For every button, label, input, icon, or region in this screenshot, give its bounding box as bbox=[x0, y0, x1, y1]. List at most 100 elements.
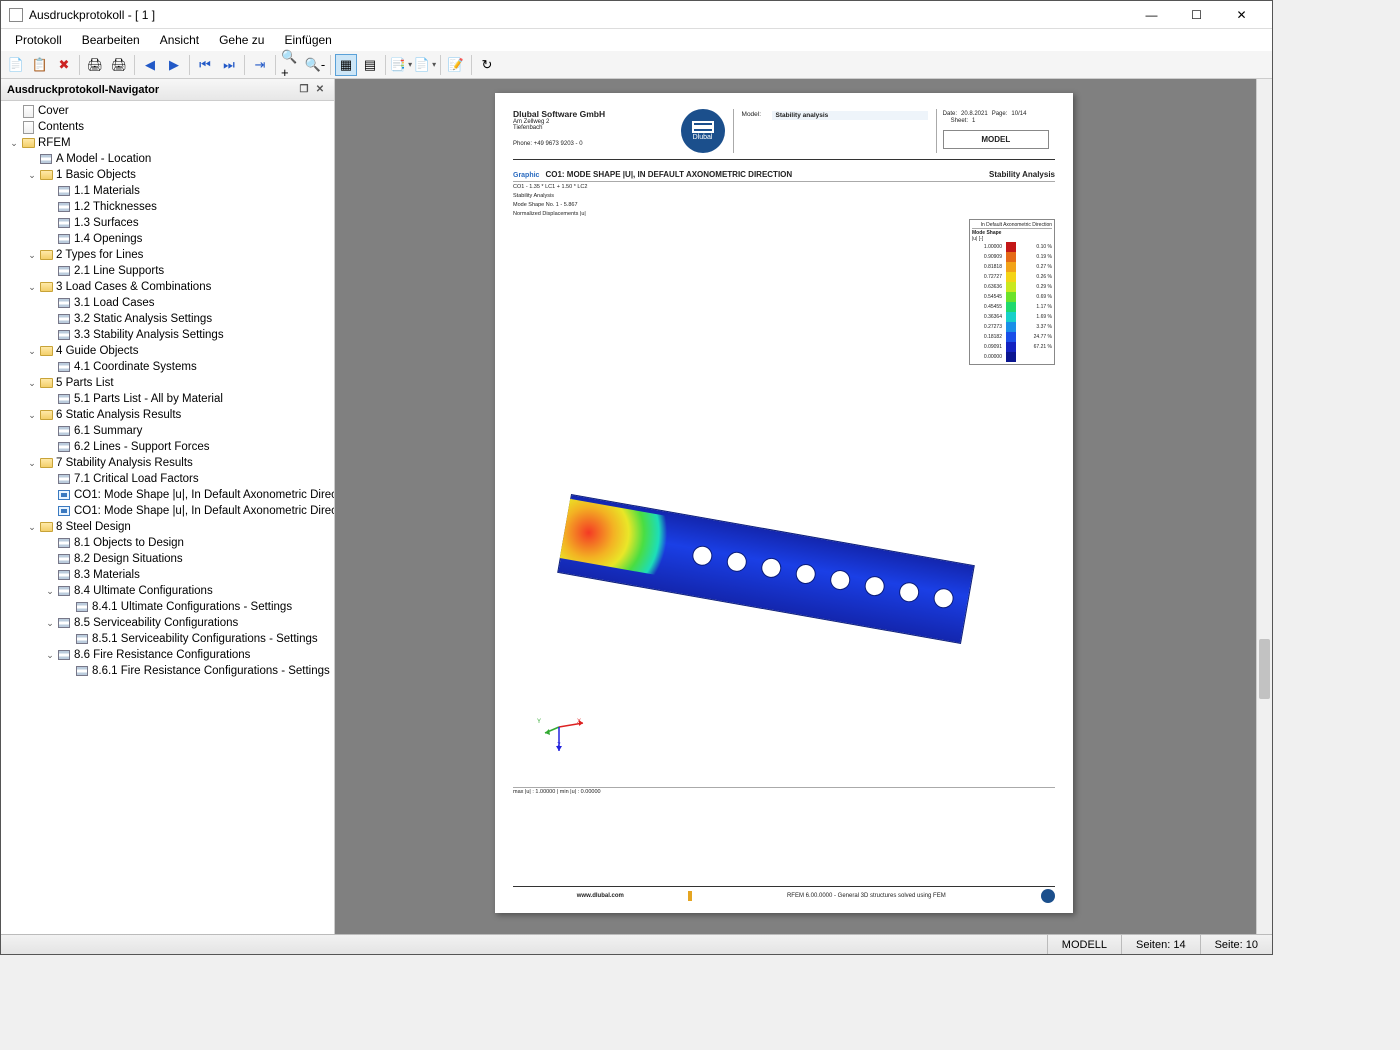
tree-summary[interactable]: 6.1 Summary bbox=[1, 423, 334, 439]
first-page-button[interactable]: ⏮ bbox=[194, 54, 216, 76]
status-model: MODELL bbox=[1047, 935, 1121, 954]
axes-icon: XYZ bbox=[543, 717, 587, 759]
mode-shape-no: Mode Shape No. 1 - 5.867 bbox=[513, 202, 1055, 209]
tree-line-supports[interactable]: 2.1 Line Supports bbox=[1, 263, 334, 279]
tree-lines[interactable]: 6.2 Lines - Support Forces bbox=[1, 439, 334, 455]
minmax-label: max |u| : 1.00000 | min |u| : 0.00000 bbox=[513, 787, 1055, 795]
dlubal-logo-icon: Dlubal bbox=[681, 109, 725, 153]
tree-thicknesses[interactable]: 1.2 Thicknesses bbox=[1, 199, 334, 215]
tree-fire-settings[interactable]: 8.6.1 Fire Resistance Configurations - S… bbox=[1, 663, 334, 679]
tree-steel[interactable]: ⌄8 Steel Design bbox=[1, 519, 334, 535]
tree-load-cases[interactable]: ⌄3 Load Cases & Combinations bbox=[1, 279, 334, 295]
new-button[interactable]: 📄 bbox=[5, 54, 27, 76]
tree-crit[interactable]: 7.1 Critical Load Factors bbox=[1, 471, 334, 487]
menu-ansicht[interactable]: Ansicht bbox=[150, 31, 209, 49]
navigator-tree[interactable]: Cover Contents ⌄RFEM A Model - Location … bbox=[1, 101, 334, 934]
undock-icon[interactable]: ❐ bbox=[296, 82, 312, 98]
section-right: Stability Analysis bbox=[989, 170, 1055, 179]
tree-types-lines[interactable]: ⌄2 Types for Lines bbox=[1, 247, 334, 263]
zoom-out-button[interactable]: 🔍- bbox=[304, 54, 326, 76]
tree-surfaces[interactable]: 1.3 Surfaces bbox=[1, 215, 334, 231]
menubar: Protokoll Bearbeiten Ansicht Gehe zu Ein… bbox=[1, 29, 1272, 51]
tree-co1b[interactable]: CO1: Mode Shape |u|, In Default Axonomet… bbox=[1, 503, 334, 519]
page-value: 10/14 bbox=[1011, 111, 1026, 117]
tree-parts[interactable]: ⌄5 Parts List bbox=[1, 375, 334, 391]
tree-rfem[interactable]: ⌄RFEM bbox=[1, 135, 334, 151]
report-page: Dlubal Software GmbH Am Zellweg 2 Tiefen… bbox=[495, 93, 1073, 913]
tree-service[interactable]: ⌄8.5 Serviceability Configurations bbox=[1, 615, 334, 631]
analysis-type: Stability Analysis bbox=[513, 193, 1055, 200]
layout-2-button[interactable]: ▤ bbox=[359, 54, 381, 76]
tree-model-location[interactable]: A Model - Location bbox=[1, 151, 334, 167]
delete-button[interactable]: ✖ bbox=[53, 54, 75, 76]
tree-ultimate[interactable]: ⌄8.4 Ultimate Configurations bbox=[1, 583, 334, 599]
menu-gehezu[interactable]: Gehe zu bbox=[209, 31, 274, 49]
layout-1-button[interactable]: ▦ bbox=[335, 54, 357, 76]
settings-button[interactable]: 📝 bbox=[445, 54, 467, 76]
zoom-in-button[interactable]: 🔍+ bbox=[280, 54, 302, 76]
graphic-label: Graphic bbox=[513, 172, 539, 179]
refresh-button[interactable]: ↻ bbox=[476, 54, 498, 76]
tree-basic-objects[interactable]: ⌄1 Basic Objects bbox=[1, 167, 334, 183]
open-button[interactable]: 📋 bbox=[29, 54, 51, 76]
menu-einfuegen[interactable]: Einfügen bbox=[274, 31, 341, 49]
company-phone: Phone: +49 9673 9203 - 0 bbox=[513, 141, 673, 147]
nav-next-button[interactable]: ▶ bbox=[163, 54, 185, 76]
chart-area: In Default Axonometric Direction Mode Sh… bbox=[513, 219, 1055, 799]
dlubal-icon bbox=[1041, 889, 1055, 903]
print-button[interactable]: 🖨 bbox=[84, 54, 106, 76]
toolbar: 📄 📋 ✖ 🖨 🖨 ◀ ▶ ⏮ ⏭ ⇥ 🔍+ 🔍- ▦ ▤ 📑 📄 📝 ↻ bbox=[1, 51, 1272, 79]
company-name: Dlubal Software GmbH bbox=[513, 109, 673, 119]
preview-area[interactable]: Dlubal Software GmbH Am Zellweg 2 Tiefen… bbox=[335, 79, 1272, 934]
beam-graphic bbox=[557, 494, 975, 644]
tree-contents[interactable]: Contents bbox=[1, 119, 334, 135]
color-legend: In Default Axonometric Direction Mode Sh… bbox=[969, 219, 1055, 365]
tree-pmat[interactable]: 5.1 Parts List - All by Material bbox=[1, 391, 334, 407]
tree-objects[interactable]: 8.1 Objects to Design bbox=[1, 535, 334, 551]
menu-bearbeiten[interactable]: Bearbeiten bbox=[72, 31, 150, 49]
tree-guide[interactable]: ⌄4 Guide Objects bbox=[1, 343, 334, 359]
tree-sas[interactable]: 3.2 Static Analysis Settings bbox=[1, 311, 334, 327]
tree-materials8[interactable]: 8.3 Materials bbox=[1, 567, 334, 583]
print-preview-button[interactable]: 🖨 bbox=[108, 54, 130, 76]
sheet-value: 1 bbox=[972, 118, 975, 124]
minimize-button[interactable]: — bbox=[1129, 2, 1174, 28]
tree-sar[interactable]: ⌄6 Static Analysis Results bbox=[1, 407, 334, 423]
tree-stas[interactable]: 3.3 Stability Analysis Settings bbox=[1, 327, 334, 343]
date-value: 20.8.2021 bbox=[961, 111, 988, 117]
status-page: Seite: 10 bbox=[1200, 935, 1272, 954]
model-box: MODEL bbox=[943, 130, 1049, 149]
statusbar: MODELL Seiten: 14 Seite: 10 bbox=[1, 934, 1272, 954]
menu-protokoll[interactable]: Protokoll bbox=[5, 31, 72, 49]
navigator-header: Ausdruckprotokoll-Navigator ❐ ✕ bbox=[1, 79, 334, 101]
tree-service-settings[interactable]: 8.5.1 Serviceability Configurations - Se… bbox=[1, 631, 334, 647]
tree-co1a[interactable]: CO1: Mode Shape |u|, In Default Axonomet… bbox=[1, 487, 334, 503]
model-value: Stability analysis bbox=[772, 111, 928, 120]
vertical-scrollbar[interactable] bbox=[1256, 79, 1272, 934]
tree-stability[interactable]: ⌄7 Stability Analysis Results bbox=[1, 455, 334, 471]
close-button[interactable]: ✕ bbox=[1219, 2, 1264, 28]
tree-fire[interactable]: ⌄8.6 Fire Resistance Configurations bbox=[1, 647, 334, 663]
status-pages: Seiten: 14 bbox=[1121, 935, 1200, 954]
tree-lc[interactable]: 3.1 Load Cases bbox=[1, 295, 334, 311]
nav-prev-button[interactable]: ◀ bbox=[139, 54, 161, 76]
page-footer: www.dlubal.com RFEM 6.00.0000 - General … bbox=[513, 886, 1055, 903]
maximize-button[interactable]: ☐ bbox=[1174, 2, 1219, 28]
last-page-button[interactable]: ⏭ bbox=[218, 54, 240, 76]
close-panel-icon[interactable]: ✕ bbox=[312, 82, 328, 98]
tree-cover[interactable]: Cover bbox=[1, 103, 334, 119]
tree-materials[interactable]: 1.1 Materials bbox=[1, 183, 334, 199]
tree-design-sit[interactable]: 8.2 Design Situations bbox=[1, 551, 334, 567]
insert-dropdown[interactable]: 📄 bbox=[414, 54, 436, 76]
load-combo: CO1 - 1.35 * LC1 + 1.50 * LC2 bbox=[513, 184, 1055, 191]
section-title: CO1: MODE SHAPE |U|, IN DEFAULT AXONOMET… bbox=[545, 170, 792, 179]
displacements: Normalized Displacements |u| bbox=[513, 211, 1055, 218]
company-addr2: Tiefenbach bbox=[513, 125, 673, 131]
tree-ultimate-settings[interactable]: 8.4.1 Ultimate Configurations - Settings bbox=[1, 599, 334, 615]
goto-button[interactable]: ⇥ bbox=[249, 54, 271, 76]
app-window: Ausdruckprotokoll - [ 1 ] — ☐ ✕ Protokol… bbox=[0, 0, 1273, 955]
export-dropdown[interactable]: 📑 bbox=[390, 54, 412, 76]
tree-coord[interactable]: 4.1 Coordinate Systems bbox=[1, 359, 334, 375]
tree-openings[interactable]: 1.4 Openings bbox=[1, 231, 334, 247]
titlebar: Ausdruckprotokoll - [ 1 ] — ☐ ✕ bbox=[1, 1, 1272, 29]
